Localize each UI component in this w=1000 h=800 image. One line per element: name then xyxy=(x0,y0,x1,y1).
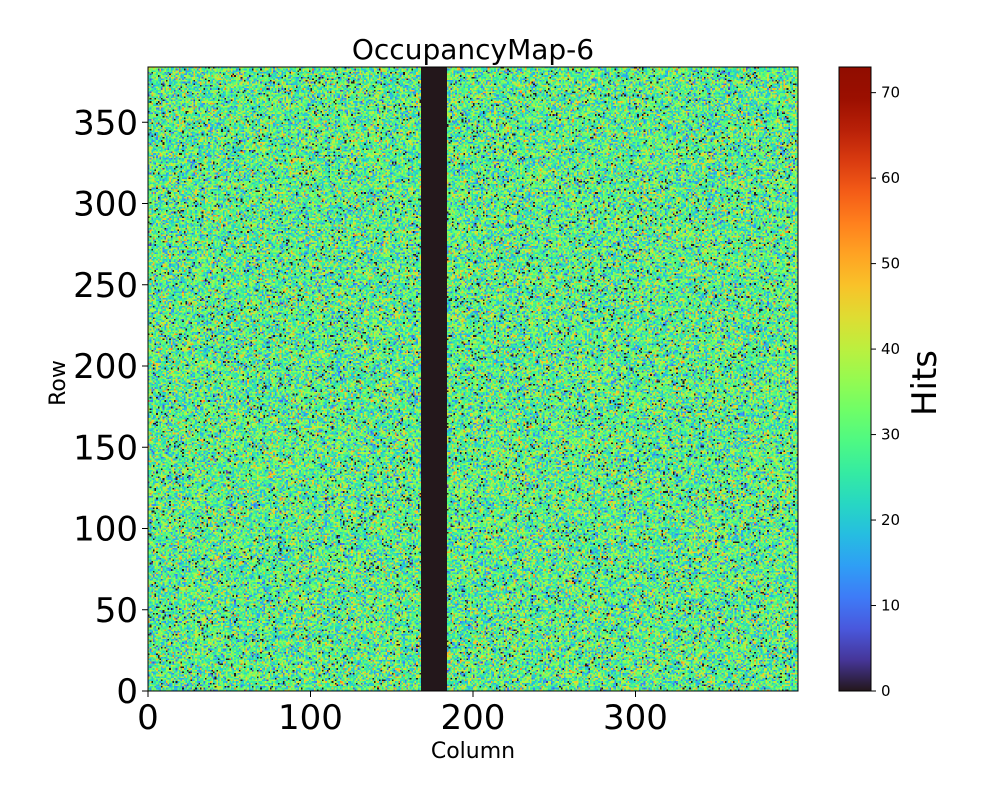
x-tick-label: 0 xyxy=(137,698,159,738)
x-axis: 0 100 200 300 xyxy=(137,691,668,738)
colorbar-tick-label: 40 xyxy=(881,340,900,358)
colorbar-tick-label: 10 xyxy=(881,597,900,615)
x-tick-label: 300 xyxy=(603,698,668,738)
colorbar-frame xyxy=(838,66,872,692)
colorbar-tick-label: 50 xyxy=(881,255,900,273)
y-axis-label: Row xyxy=(46,360,71,406)
colorbar: 0 10 20 30 40 50 60 70 Hits xyxy=(838,66,945,700)
y-tick-label: 300 xyxy=(73,185,138,225)
colorbar-ticks: 0 10 20 30 40 50 60 70 xyxy=(871,84,900,700)
chart-title: OccupancyMap-6 xyxy=(352,33,594,66)
colorbar-tick-label: 20 xyxy=(881,511,900,529)
x-tick-label: 200 xyxy=(441,698,506,738)
y-tick-label: 100 xyxy=(73,510,138,550)
y-tick-label: 150 xyxy=(73,428,138,468)
y-tick-label: 50 xyxy=(95,591,138,631)
y-tick-label: 0 xyxy=(116,672,138,712)
colorbar-gradient xyxy=(839,67,871,691)
y-axis: 0 50 100 150 200 250 300 350 xyxy=(73,103,148,712)
heatmap-plot-area xyxy=(147,66,799,692)
y-tick-label: 200 xyxy=(73,347,138,387)
y-tick-label: 350 xyxy=(73,103,138,143)
colorbar-tick-label: 60 xyxy=(881,169,900,187)
colorbar-tick-label: 0 xyxy=(881,682,891,700)
colorbar-tick-label: 70 xyxy=(881,84,900,102)
x-tick-label: 100 xyxy=(278,698,343,738)
colorbar-tick-label: 30 xyxy=(881,426,900,444)
heatmap-image xyxy=(148,67,798,691)
colorbar-label: Hits xyxy=(905,350,945,416)
x-axis-label: Column xyxy=(431,739,515,764)
y-tick-label: 250 xyxy=(73,266,138,306)
